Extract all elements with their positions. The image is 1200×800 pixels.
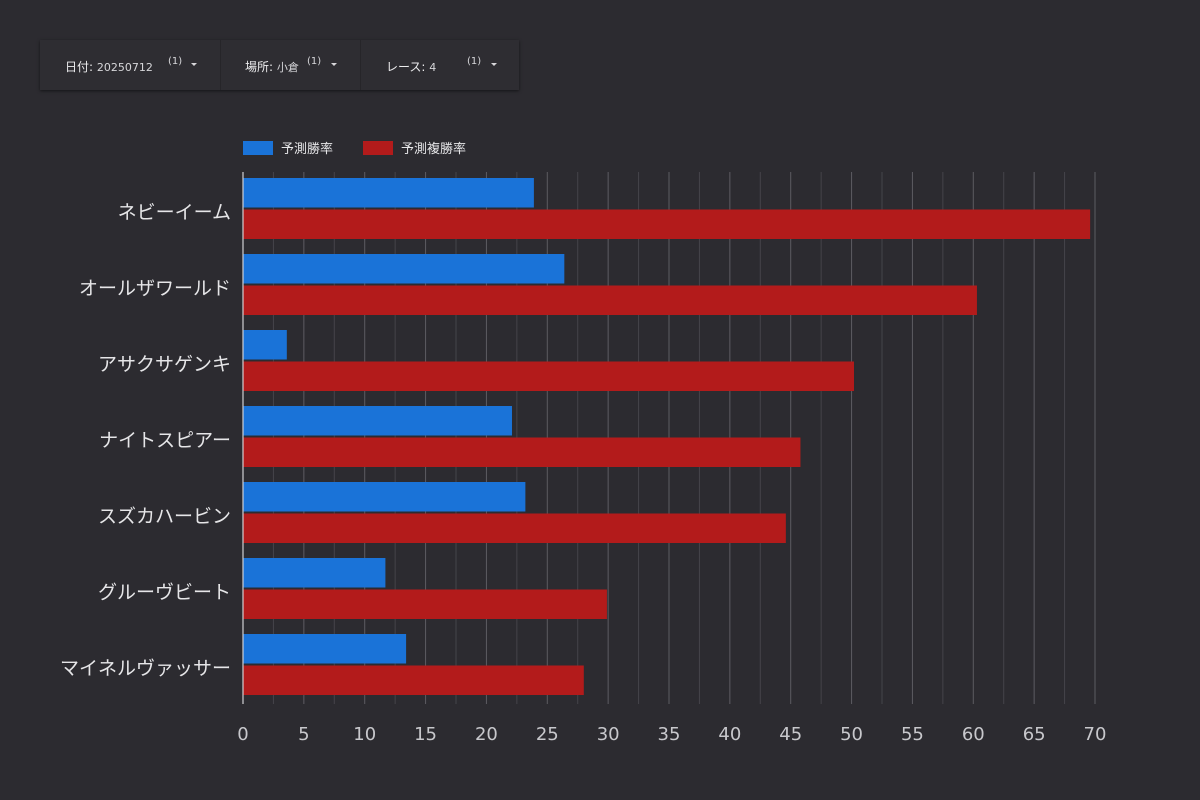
bar-win: [243, 406, 512, 436]
filter-venue-value: 小倉: [276, 61, 299, 74]
legend-swatch: [243, 141, 273, 155]
bar-win: [243, 178, 534, 208]
bar-place: [243, 361, 855, 391]
category-label: グルーヴビート: [98, 582, 231, 604]
legend-label: 予測複勝率: [401, 141, 466, 157]
filter-race-label: レース: 4: [386, 60, 437, 74]
chevron-down-icon: [191, 63, 197, 66]
x-tick-label: 15: [414, 724, 437, 745]
x-tick-label: 55: [901, 724, 924, 745]
x-tick-label: 20: [475, 724, 498, 745]
chevron-down-icon: [331, 63, 337, 66]
category-label: スズカハービン: [98, 506, 231, 528]
x-tick-label: 45: [779, 724, 802, 745]
x-tick-label: 70: [1084, 724, 1107, 745]
category-label: オールザワールド: [79, 278, 231, 300]
x-tick-label: 30: [597, 724, 620, 745]
category-label: ナイトスピアー: [99, 430, 231, 452]
filter-date[interactable]: 日付: 20250712 (1): [40, 40, 221, 90]
bar-win: [243, 330, 287, 360]
category-label: マイネルヴァッサー: [60, 658, 231, 680]
bar-place: [243, 437, 801, 467]
category-label: ネビーイーム: [118, 202, 231, 224]
filter-race[interactable]: レース: 4 (1): [361, 40, 519, 90]
filter-date-value: 20250712: [96, 61, 153, 74]
legend-label: 予測勝率: [281, 141, 333, 157]
filter-venue-label: 場所: 小倉: [245, 60, 299, 74]
bar-win: [243, 558, 386, 588]
bar-place: [243, 285, 977, 315]
bar-place: [243, 209, 1091, 239]
chevron-down-icon: [491, 63, 497, 66]
x-tick-label: 5: [298, 724, 309, 745]
x-tick-label: 35: [658, 724, 681, 745]
filter-date-count: (1): [168, 56, 183, 67]
filter-venue[interactable]: 場所: 小倉 (1): [221, 40, 361, 90]
filter-venue-count: (1): [307, 56, 322, 67]
x-tick-label: 40: [718, 724, 741, 745]
bar-win: [243, 254, 565, 284]
filter-date-label: 日付: 20250712: [65, 60, 153, 74]
filter-bar: 日付: 20250712 (1) 場所: 小倉 (1) レース: 4 (1): [40, 40, 519, 90]
x-tick-label: 0: [237, 724, 248, 745]
bar-win: [243, 634, 407, 664]
bar-win: [243, 482, 526, 512]
filter-race-value: 4: [429, 61, 437, 74]
x-tick-label: 10: [353, 724, 376, 745]
x-tick-label: 65: [1023, 724, 1046, 745]
bar-place: [243, 665, 584, 695]
category-label: アサクサゲンキ: [98, 354, 231, 376]
filter-race-count: (1): [467, 56, 482, 67]
bar-place: [243, 513, 786, 543]
x-tick-label: 60: [962, 724, 985, 745]
x-tick-label: 50: [840, 724, 863, 745]
bar-place: [243, 589, 607, 619]
legend-swatch: [363, 141, 393, 155]
x-tick-label: 25: [536, 724, 559, 745]
